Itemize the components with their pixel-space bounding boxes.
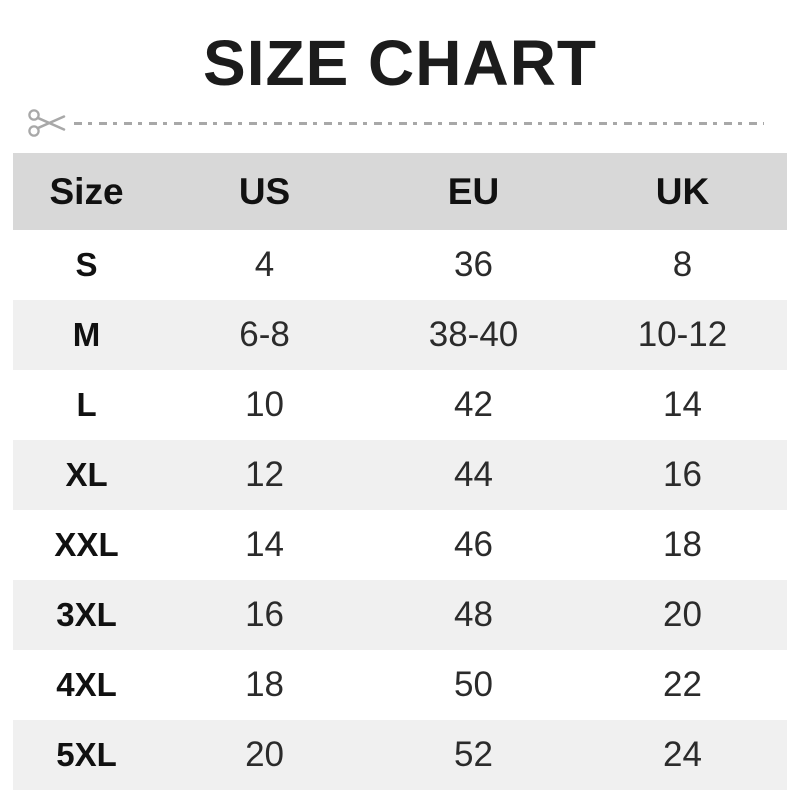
us-cell: 14 (245, 525, 284, 565)
table-row: XXL 14 46 18 (13, 510, 787, 580)
eu-cell: 50 (454, 665, 493, 705)
us-cell: 16 (160, 580, 370, 651)
table-row: M 6-8 38-40 10-12 (13, 300, 787, 371)
scissors-icon (28, 109, 66, 137)
column-header-size: Size (13, 153, 161, 231)
size-chart-page: SIZE CHART Size US EU UK (0, 27, 800, 800)
eu-cell: 44 (369, 440, 578, 511)
size-cell: 4XL (56, 666, 117, 704)
eu-cell: 36 (454, 245, 493, 285)
uk-cell: 16 (577, 440, 787, 511)
table-row: 4XL 18 50 22 (13, 650, 787, 720)
table-row: S 4 36 8 (13, 230, 787, 300)
size-table-body: S 4 36 8 M 6-8 38-40 10-12 L 10 42 14 (13, 230, 787, 791)
uk-cell: 18 (663, 525, 702, 565)
uk-cell: 10-12 (577, 300, 787, 371)
uk-cell: 22 (663, 665, 702, 705)
us-cell: 4 (254, 245, 275, 285)
size-cell: S (75, 246, 98, 284)
eu-cell: 52 (369, 720, 578, 791)
size-cell: M (13, 300, 161, 371)
eu-cell: 48 (369, 580, 578, 651)
column-header-us: US (160, 153, 370, 231)
page-title: SIZE CHART (203, 27, 597, 99)
uk-cell: 14 (663, 385, 702, 425)
size-table-header: Size US EU UK (13, 153, 787, 231)
table-row: L 10 42 14 (13, 370, 787, 440)
size-table: Size US EU UK S 4 36 8 M 6-8 38-40 10-12 (13, 153, 787, 791)
size-cell: XL (13, 440, 161, 511)
size-cell: L (76, 386, 97, 424)
us-cell: 10 (245, 385, 284, 425)
size-cell: 5XL (13, 720, 161, 791)
uk-cell: 8 (672, 245, 693, 285)
uk-cell: 24 (577, 720, 787, 791)
size-cell: XXL (54, 526, 119, 564)
eu-cell: 38-40 (369, 300, 578, 371)
eu-cell: 46 (454, 525, 493, 565)
us-cell: 18 (245, 665, 284, 705)
column-header-eu: EU (369, 153, 578, 231)
table-row: 3XL 16 48 20 (13, 580, 787, 651)
us-cell: 20 (160, 720, 370, 791)
cut-dashed-line (74, 121, 764, 125)
header-row: Size US EU UK (13, 153, 787, 231)
size-cell: 3XL (13, 580, 161, 651)
table-row: XL 12 44 16 (13, 440, 787, 511)
column-header-uk: UK (577, 153, 787, 231)
cut-line (26, 103, 766, 143)
us-cell: 6-8 (160, 300, 370, 371)
us-cell: 12 (160, 440, 370, 511)
uk-cell: 20 (577, 580, 787, 651)
eu-cell: 42 (454, 385, 493, 425)
size-table-container: Size US EU UK S 4 36 8 M 6-8 38-40 10-12 (13, 153, 787, 791)
table-row: 5XL 20 52 24 (13, 720, 787, 791)
